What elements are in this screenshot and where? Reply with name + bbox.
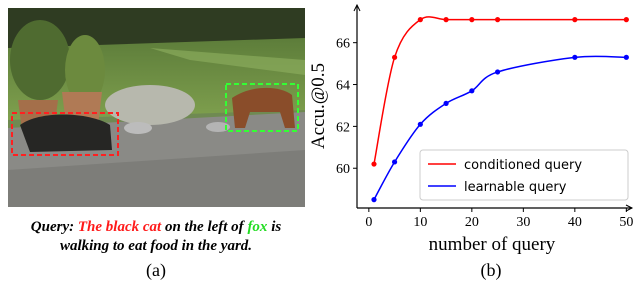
data-point bbox=[418, 17, 423, 22]
data-point bbox=[371, 161, 376, 166]
caption-middle: on the left of bbox=[165, 219, 246, 235]
caption-line-1: Query: The black cat on the left of fox … bbox=[31, 219, 282, 235]
caption-subject: The black cat bbox=[78, 219, 162, 235]
caption-line-2: walking to eat food in the yard. bbox=[60, 238, 252, 254]
data-point bbox=[624, 55, 629, 60]
data-point bbox=[495, 17, 500, 22]
data-point bbox=[572, 55, 577, 60]
x-tick-label: 20 bbox=[465, 215, 479, 230]
x-axis-label: number of query bbox=[429, 234, 556, 255]
y-tick-label: 64 bbox=[336, 79, 350, 94]
legend-label: learnable query bbox=[464, 180, 567, 195]
y-tick-label: 60 bbox=[336, 162, 350, 177]
x-tick-label: 0 bbox=[365, 215, 372, 230]
data-point bbox=[469, 88, 474, 93]
caption-prefix: Query: bbox=[31, 219, 74, 235]
x-tick-label: 10 bbox=[413, 215, 427, 230]
data-point bbox=[495, 69, 500, 74]
y-axis-label: Accu.@0.5 bbox=[308, 63, 329, 149]
y-tick-label: 62 bbox=[336, 120, 350, 135]
photo bbox=[8, 8, 305, 207]
figure: Query: The black cat on the left of fox … bbox=[0, 0, 638, 287]
series-line bbox=[374, 17, 626, 164]
panel-label: (b) bbox=[481, 260, 502, 281]
data-point bbox=[572, 17, 577, 22]
data-point bbox=[371, 197, 376, 202]
y-tick-label: 66 bbox=[336, 37, 350, 52]
data-point bbox=[624, 17, 629, 22]
data-point bbox=[443, 101, 448, 106]
x-tick-label: 30 bbox=[516, 215, 530, 230]
data-point bbox=[418, 122, 423, 127]
caption-suffix: is bbox=[271, 219, 281, 235]
data-point bbox=[392, 55, 397, 60]
data-point bbox=[392, 159, 397, 164]
x-tick-label: 50 bbox=[619, 215, 633, 230]
data-point bbox=[443, 17, 448, 22]
data-point bbox=[469, 17, 474, 22]
legend-label: conditioned query bbox=[464, 158, 582, 173]
caption-object: fox bbox=[247, 219, 267, 235]
x-tick-label: 40 bbox=[568, 215, 582, 230]
panel-label: (a) bbox=[146, 260, 166, 281]
